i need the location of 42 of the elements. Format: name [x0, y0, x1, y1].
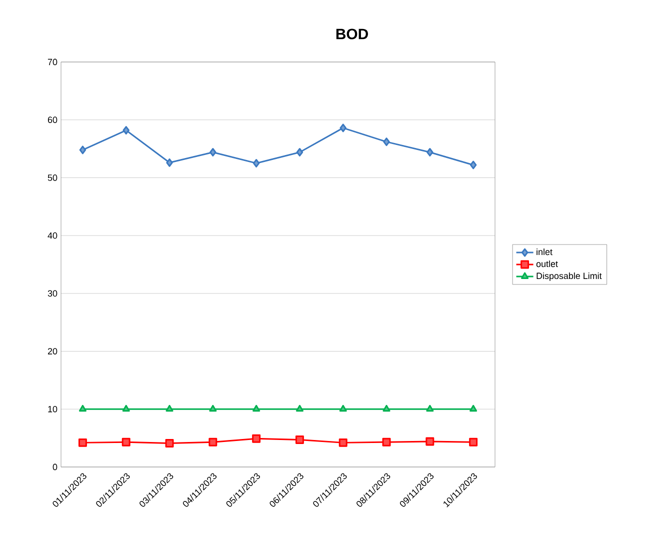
- point: [382, 404, 390, 412]
- point: [382, 438, 391, 446]
- y-tick-label: 0: [52, 464, 58, 470]
- y-tick-label: 10: [48, 406, 58, 412]
- point: [122, 404, 130, 412]
- legend-label: outlet: [536, 260, 558, 268]
- point: [296, 148, 304, 156]
- point: [295, 436, 304, 444]
- point: [210, 148, 216, 156]
- chart-title: BOD: [336, 28, 368, 40]
- point: [470, 404, 478, 412]
- point: [79, 146, 86, 154]
- point: [339, 404, 347, 412]
- point: [252, 434, 261, 443]
- point: [165, 439, 174, 448]
- legend-label: inlet: [536, 248, 552, 256]
- point: [383, 138, 390, 146]
- point: [338, 438, 348, 447]
- point: [209, 404, 217, 412]
- point: [78, 438, 87, 447]
- y-tick-label: 40: [48, 232, 58, 239]
- legend-label: Disposable Limit: [536, 272, 602, 281]
- point: [426, 437, 434, 446]
- y-tick-label: 30: [48, 290, 58, 297]
- point: [122, 126, 130, 134]
- y-tick-label: 70: [48, 58, 58, 66]
- point: [122, 438, 130, 446]
- point: [340, 124, 346, 132]
- point: [78, 404, 86, 412]
- point: [470, 160, 477, 170]
- y-tick-label: 20: [48, 348, 58, 354]
- point: [469, 438, 478, 446]
- point: [208, 438, 218, 446]
- y-tick-label: 50: [48, 174, 58, 181]
- y-tick-label: 60: [48, 116, 58, 124]
- point: [426, 148, 434, 156]
- point: [252, 404, 260, 412]
- point: [166, 404, 174, 412]
- point: [296, 404, 304, 412]
- point: [252, 159, 260, 168]
- point: [426, 404, 434, 412]
- point: [166, 158, 173, 167]
